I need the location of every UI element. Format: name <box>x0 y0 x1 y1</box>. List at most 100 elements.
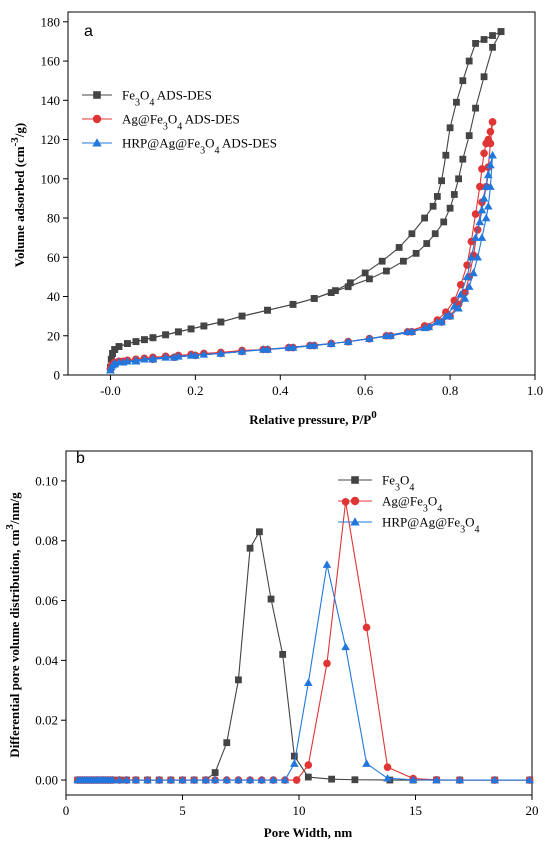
panel-b-series-1-point <box>235 676 242 684</box>
panel-a-series-1-point <box>162 331 170 339</box>
panel-b-series-1-point <box>290 752 298 760</box>
panel-a-x-tick-label: 0.6 <box>357 383 374 398</box>
panel-a-series-1-point <box>446 204 454 212</box>
panel-b-series-3-point <box>143 775 152 784</box>
panel-a-legend-label-part: O <box>140 88 149 103</box>
panel-b-series-3-point <box>108 775 117 784</box>
panel-a-series-1-point <box>346 279 354 287</box>
panel-a-y-tick-label: 0 <box>54 368 61 383</box>
panel-b-series-3-point <box>189 775 199 784</box>
panel-a-series-1-point <box>289 300 297 308</box>
panel-a-legend-label-part: ADS-DES <box>220 136 277 151</box>
panel-b-series-3-point <box>222 775 232 784</box>
panel-a-legend-label-part: ADS-DES <box>154 88 211 103</box>
panel-a-series-3-line-2 <box>110 155 494 371</box>
panel-b-legend-label-part: 3 <box>460 524 465 535</box>
panel-b-x-tick-label: 5 <box>179 803 186 818</box>
panel-b-series-3-point <box>178 775 187 784</box>
panel-b-legend-label-part: 4 <box>409 482 414 493</box>
panel-a-series-3-point <box>131 356 141 365</box>
panel-b-y-tick-label: 0.10 <box>35 473 58 488</box>
panel-a-series-1-point <box>378 257 386 265</box>
panel-a-series-3-point <box>169 353 179 361</box>
panel-a-series-3-point <box>464 282 474 290</box>
panel-a-letter: a <box>84 23 93 40</box>
panel-a-series-2-point <box>456 280 465 289</box>
panel-b-legend-label-part: O <box>400 473 409 488</box>
panel-b-series-3-point <box>280 775 290 784</box>
panel-a-series-3-point <box>471 233 480 241</box>
panel-b-y-tick-label: 0.04 <box>35 653 58 668</box>
panel-a-series-3-point <box>460 294 470 302</box>
panel-a-legend-label-part: Fe <box>122 88 135 103</box>
panel-a-y-tick-label: 140 <box>41 93 61 108</box>
panel-a-series-1-point <box>423 240 431 247</box>
panel-b-y-axis-title-main: Differential pore volume distribution, c… <box>7 529 22 757</box>
panel-b-letter: b <box>76 450 85 467</box>
panel-a-y-axis-title: Volume adsorbed (cm-3/g) <box>9 123 27 267</box>
panel-a-series-3-point <box>343 337 353 345</box>
panel-a-series-3-point <box>305 341 315 349</box>
panel-a-x-tick-label: 0.4 <box>272 383 289 398</box>
panel-b-series-1-point <box>211 769 219 776</box>
panel-b-legend-label-part: 4 <box>475 524 480 535</box>
panel-a-series-1-point <box>453 98 460 106</box>
panel-a-series-1-point <box>187 325 195 333</box>
panel-b-legend-label-part: HRP@Ag@Fe <box>382 515 460 530</box>
panel-a-y-tick-label: 160 <box>41 54 61 69</box>
panel-b-legend-label: Fe3O4 <box>382 473 414 494</box>
panel-b-series-3-point <box>269 775 278 784</box>
panel-b-legend-label: HRP@Ag@Fe3O4 <box>382 515 480 536</box>
panel-a-series-1-point <box>399 257 407 265</box>
panel-a-series-1-point <box>442 151 450 159</box>
panel-a-series-3-point <box>161 353 170 361</box>
panel-a-series-1-point <box>217 318 225 326</box>
panel-b-x-tick-label: 0 <box>63 803 70 818</box>
panel-a-series-1-point <box>421 214 429 222</box>
panel-b-series-2-point <box>323 659 331 668</box>
panel-b-series-3-point <box>257 775 267 784</box>
panel-b-y-tick-label: 0.00 <box>35 773 58 788</box>
panel-a-series-2-point <box>480 149 488 158</box>
panel-b-y-tick-label: 0.06 <box>35 593 58 608</box>
panel-a-x-axis-title-main: Relative pressure, P/P <box>249 412 371 427</box>
panel-b-series-1-point <box>246 544 254 552</box>
panel-a-series-3-point <box>110 359 119 368</box>
panel-a-series-1 <box>107 28 505 371</box>
panel-a-y-tick-label: 80 <box>47 211 60 226</box>
panel-b-series-3-point <box>322 560 332 568</box>
panel-a-legend-item-1: Fe3O4 ADS-DES <box>82 88 212 108</box>
panel-b-series-1-point <box>255 528 263 536</box>
panel-b-legend-label-part: 3 <box>395 482 400 493</box>
panel-b-legend-label-part: 3 <box>423 503 428 514</box>
panel-a-series-3-point <box>148 355 158 363</box>
panel-a-series-1-point <box>489 43 496 51</box>
panel-b-series-3-point <box>304 678 313 687</box>
panel-a-series-1-point <box>489 32 496 39</box>
panel-a-series-3 <box>106 150 497 374</box>
panel-b-series-3-point <box>383 773 392 782</box>
panel-a-legend-item-3: HRP@Ag@Fe3O4 ADS-DES <box>82 136 277 156</box>
panel-a-series-1-point <box>395 244 403 251</box>
panel-a-series-3-point <box>365 334 374 342</box>
panel-b-legend-label: Ag@Fe3O4 <box>382 494 442 515</box>
panel-a-series-2-point <box>478 165 486 173</box>
panel-a-series-1-point <box>472 39 479 47</box>
panel-a-series-3-point <box>484 201 493 210</box>
panel-b-legend-item-3: HRP@Ag@Fe3O4 <box>338 515 480 536</box>
panel-a-series-1-point <box>115 343 123 350</box>
panel-a-series-3-point <box>479 194 489 202</box>
panel-a-series-1-point <box>450 191 458 198</box>
panel-a-x-tick-label: 0.8 <box>442 383 458 398</box>
panel-a-y-axis-title-end: /g) <box>12 123 27 138</box>
panel-a-series-1-point <box>111 346 119 353</box>
panel-b-series-1-point <box>328 775 336 783</box>
panel-a-series-1-point <box>446 124 454 132</box>
panel-a-series-1-point <box>412 249 420 257</box>
panel-b-chart: 0 5 10 15 20 0.00 0.02 0.04 0.06 0.08 0.10 b Pore … <box>4 450 539 840</box>
panel-b-legend-label-part: Fe <box>382 473 395 488</box>
panel-b-x-axis-title: Pore Width, nm <box>264 825 353 840</box>
panel-a-legend-label-part: Ag@Fe <box>122 112 163 127</box>
